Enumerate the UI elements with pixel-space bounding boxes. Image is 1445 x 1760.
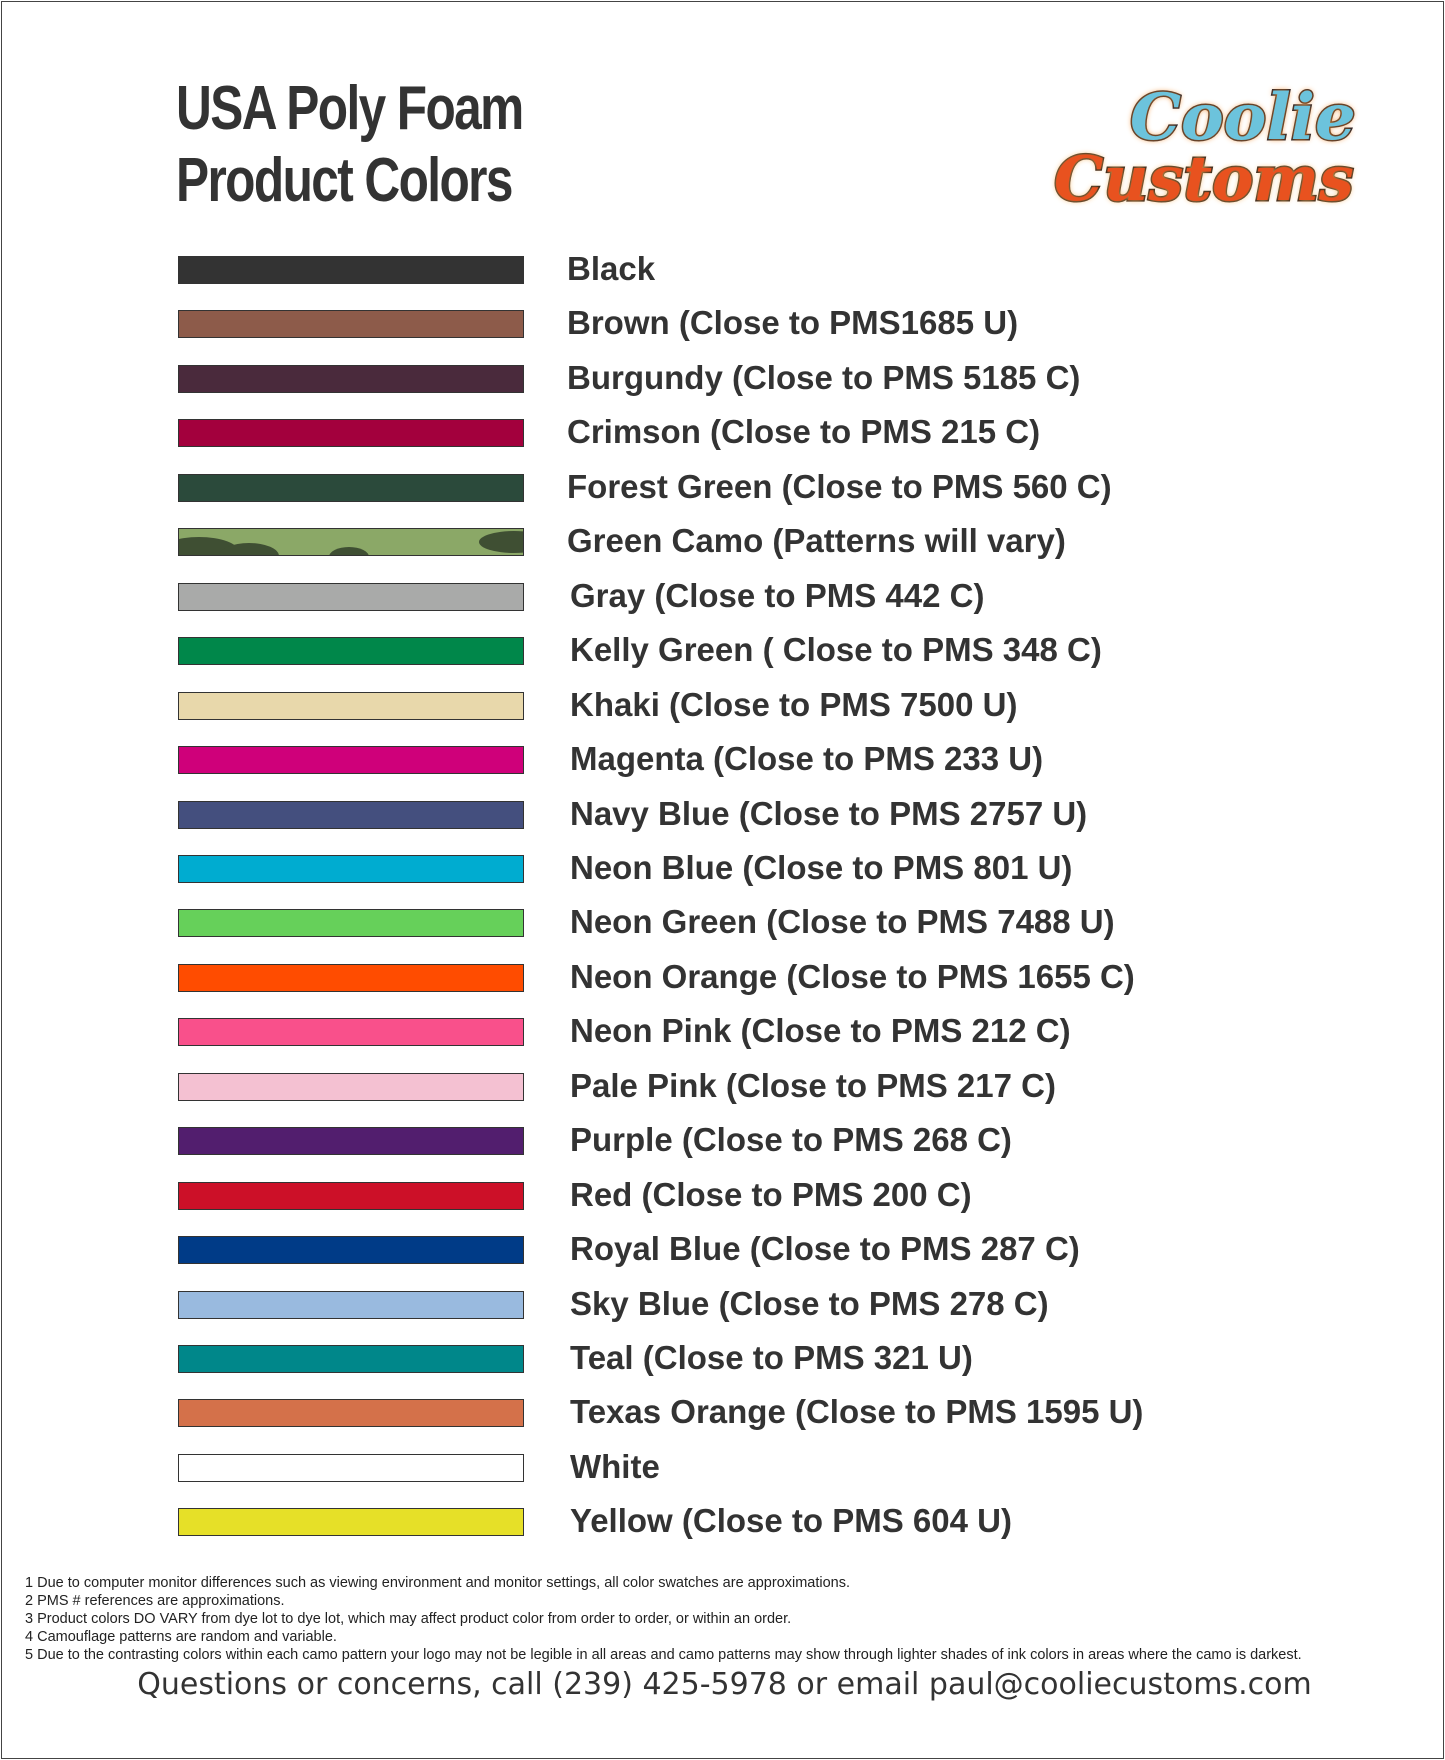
color-label: Burgundy (Close to PMS 5185 C) <box>567 358 1081 396</box>
color-label: Red (Close to PMS 200 C) <box>570 1175 972 1213</box>
color-label: White <box>570 1447 660 1485</box>
color-swatch <box>178 1236 524 1265</box>
note: 5 Due to the contrasting colors within e… <box>25 1647 1302 1663</box>
color-swatch <box>178 1181 524 1210</box>
color-label: Black <box>567 250 656 287</box>
color-label: Neon Green (Close to PMS 7488 U) <box>570 903 1115 941</box>
color-label: Green Camo (Patterns will vary) <box>567 522 1066 560</box>
color-label: Magenta (Close to PMS 233 U) <box>570 740 1044 778</box>
color-label: Crimson (Close to PMS 215 C) <box>567 413 1041 451</box>
color-label: Neon Blue (Close to PMS 801 U) <box>570 848 1073 886</box>
color-label: Teal (Close to PMS 321 U) <box>570 1339 973 1376</box>
logo-text: Customs <box>1053 141 1356 217</box>
color-label: Royal Blue (Close to PMS 287 C) <box>570 1230 1080 1268</box>
camo-blob <box>479 531 523 554</box>
color-swatch <box>178 528 524 557</box>
color-label: Gray (Close to PMS 442 C) <box>570 576 985 614</box>
color-swatch <box>178 1127 524 1156</box>
color-swatch <box>178 800 524 829</box>
color-label: Navy Blue (Close to PMS 2757 U) <box>570 794 1088 832</box>
logo-text: Coolie <box>1129 79 1358 157</box>
color-label: Pale Pink (Close to PMS 217 C) <box>570 1066 1056 1104</box>
note: 1 Due to computer monitor differences su… <box>25 1575 851 1591</box>
note: 4 Camouflage patterns are random and var… <box>25 1629 337 1645</box>
camo-blob <box>219 543 279 556</box>
color-swatch <box>178 1018 524 1047</box>
color-label: Neon Orange (Close to PMS 1655 C) <box>570 957 1135 995</box>
color-swatch <box>178 419 524 448</box>
color-swatch <box>178 909 524 938</box>
color-label: Sky Blue (Close to PMS 278 C) <box>570 1284 1049 1322</box>
color-swatch <box>178 1290 524 1319</box>
color-label: Purple (Close to PMS 268 C) <box>570 1121 1012 1159</box>
color-swatch <box>178 691 524 720</box>
color-swatch <box>178 364 524 393</box>
title-line: USA Poly Foam <box>176 74 524 143</box>
color-label: Neon Pink (Close to PMS 212 C) <box>570 1012 1071 1050</box>
title-line: Product Colors <box>176 146 513 215</box>
color-swatch <box>178 746 524 775</box>
color-swatch <box>178 1508 524 1537</box>
color-label: Khaki (Close to PMS 7500 U) <box>570 685 1018 723</box>
color-label: Forest Green (Close to PMS 560 C) <box>567 467 1112 505</box>
color-label: Kelly Green ( Close to PMS 348 C) <box>570 631 1102 669</box>
color-swatch <box>178 637 524 666</box>
note: 2 PMS # references are approximations. <box>25 1593 285 1609</box>
color-swatch <box>178 310 524 339</box>
color-swatch <box>178 1345 524 1373</box>
color-swatch <box>178 1399 524 1428</box>
color-swatch <box>178 854 524 883</box>
color-swatch <box>178 473 524 502</box>
color-label: Brown (Close to PMS1685 U) <box>567 304 1019 342</box>
color-swatch <box>178 1453 524 1482</box>
contact: Questions or concerns, call (239) 425-59… <box>137 1667 1312 1702</box>
color-label: Yellow (Close to PMS 604 U) <box>570 1502 1012 1540</box>
color-swatch <box>178 963 524 992</box>
camo-blob <box>329 547 369 556</box>
color-swatch <box>178 582 524 611</box>
color-swatch <box>178 1072 524 1101</box>
color-swatch <box>178 256 524 284</box>
note: 3 Product colors DO VARY from dye lot to… <box>25 1611 792 1627</box>
color-label: Texas Orange (Close to PMS 1595 U) <box>570 1393 1144 1431</box>
